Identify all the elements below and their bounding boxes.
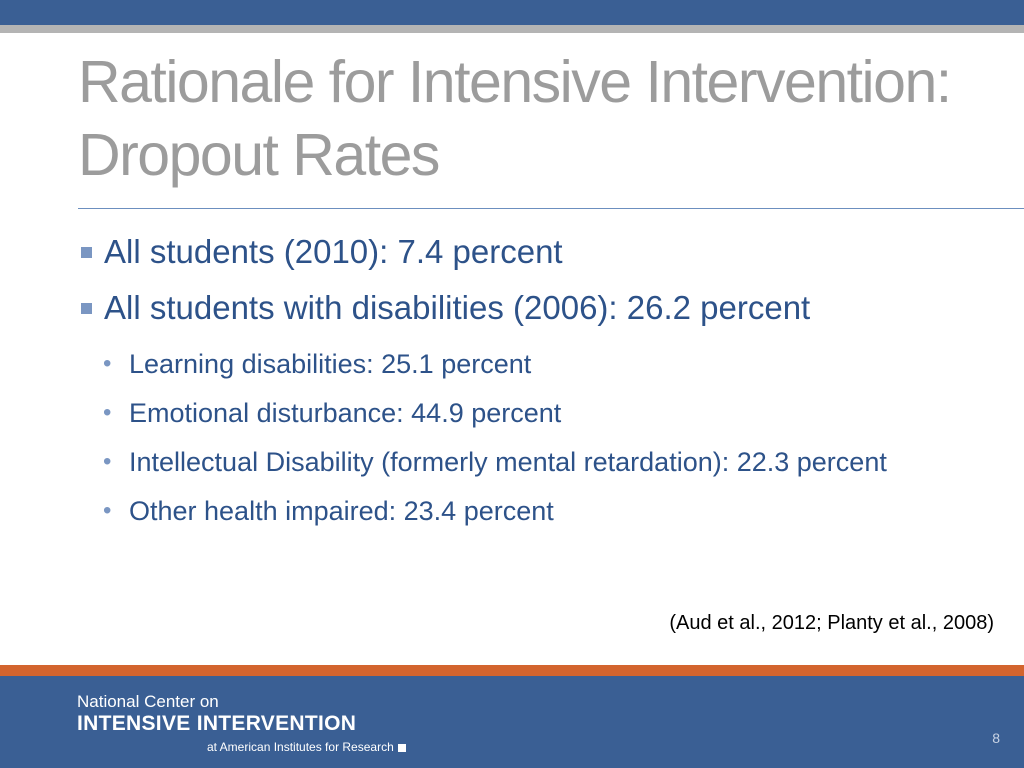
sub-bullet-text: Intellectual Disability (formerly mental… <box>129 447 887 477</box>
footer-accent-bar <box>0 665 1024 676</box>
page-number: 8 <box>992 730 1000 746</box>
dot-bullet-icon: • <box>103 399 112 426</box>
citation: (Aud et al., 2012; Planty et al., 2008) <box>669 612 994 634</box>
square-mark-icon <box>397 743 406 752</box>
ncii-logo: National Center on INTENSIVE INTERVENTIO… <box>77 692 406 754</box>
top-accent-bar <box>0 0 1024 25</box>
bullet-students-with-disabilities: All students with disabilities (2006): 2… <box>78 288 1008 328</box>
top-gray-stripe <box>0 25 1024 33</box>
square-bullet-icon <box>81 303 92 314</box>
bullet-text: All students with disabilities (2006): 2… <box>104 289 811 326</box>
sub-bullet-text: Emotional disturbance: 44.9 percent <box>129 398 562 428</box>
dot-bullet-icon: • <box>103 350 112 377</box>
sub-bullet-other-health-impaired: • Other health impaired: 23.4 percent <box>78 491 1008 531</box>
logo-line2: INTENSIVE INTERVENTION <box>77 712 357 735</box>
bullet-list: All students (2010): 7.4 percent All stu… <box>78 232 1008 540</box>
square-bullet-icon <box>81 247 92 258</box>
sub-bullet-text: Learning disabilities: 25.1 percent <box>129 349 532 379</box>
title-divider <box>78 208 1024 209</box>
bullet-all-students: All students (2010): 7.4 percent <box>78 232 1008 272</box>
sub-bullet-intellectual-disability: • Intellectual Disability (formerly ment… <box>78 442 1008 482</box>
footer: National Center on INTENSIVE INTERVENTIO… <box>0 676 1024 768</box>
sub-bullet-text: Other health impaired: 23.4 percent <box>129 496 554 526</box>
bullet-text: All students (2010): 7.4 percent <box>104 233 563 270</box>
slide-title: Rationale for Intensive Intervention: Dr… <box>78 46 1008 192</box>
slide-title-line2: Dropout Rates <box>78 122 440 188</box>
sub-bullet-emotional-disturbance: • Emotional disturbance: 44.9 percent <box>78 393 1008 433</box>
logo-line3-text: at American Institutes for Research <box>207 740 394 754</box>
dot-bullet-icon: • <box>103 448 112 475</box>
slide-title-line1: Rationale for Intensive Intervention: <box>78 49 952 115</box>
logo-line3: at American Institutes for Research <box>207 740 406 754</box>
sub-bullet-learning-disabilities: • Learning disabilities: 25.1 percent <box>78 344 1008 384</box>
logo-line1: National Center on <box>77 692 219 711</box>
dot-bullet-icon: • <box>103 497 112 524</box>
